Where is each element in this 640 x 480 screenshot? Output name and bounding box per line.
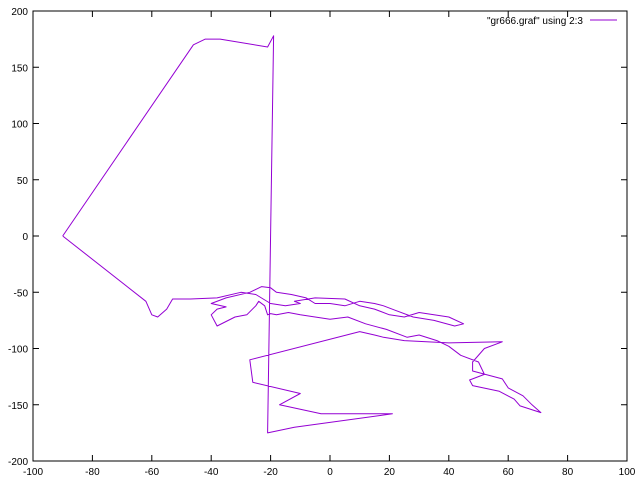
y-tick-labels: -200 -150 -100 -50 0 50 100 150 200 xyxy=(8,7,28,468)
x-tick-label: -40 xyxy=(204,467,219,478)
y-tick-label: 0 xyxy=(22,232,28,243)
x-tick-label: 40 xyxy=(443,467,455,478)
y-tick-label: -50 xyxy=(14,288,29,299)
series-line xyxy=(62,35,542,434)
x-tick-label: 20 xyxy=(384,467,396,478)
y-tick-label: 150 xyxy=(11,63,28,74)
legend: "gr666.graf" using 2:3 xyxy=(487,16,617,27)
legend-label: "gr666.graf" using 2:3 xyxy=(487,16,583,27)
x-tick-label: 80 xyxy=(562,467,574,478)
y-tick-label: -150 xyxy=(8,401,28,412)
y-tick-label: -200 xyxy=(8,457,28,468)
x-tick-label: 100 xyxy=(619,467,636,478)
y-tick-label: -100 xyxy=(8,345,28,356)
x-tick-label: -60 xyxy=(145,467,160,478)
x-tick-label: -100 xyxy=(23,467,43,478)
x-tick-label: -80 xyxy=(85,467,100,478)
x-tick-label: 60 xyxy=(503,467,515,478)
x-tick-label: -20 xyxy=(263,467,278,478)
series-layer xyxy=(62,35,542,434)
axis-ticks xyxy=(32,10,628,462)
y-tick-label: 50 xyxy=(17,176,29,187)
plot-frame xyxy=(32,10,628,462)
x-tick-labels: -100 -80 -60 -40 -20 0 20 40 60 80 100 xyxy=(23,467,636,478)
y-tick-label: 200 xyxy=(11,7,28,18)
y-tick-label: 100 xyxy=(11,120,28,131)
x-tick-label: 0 xyxy=(327,467,333,478)
